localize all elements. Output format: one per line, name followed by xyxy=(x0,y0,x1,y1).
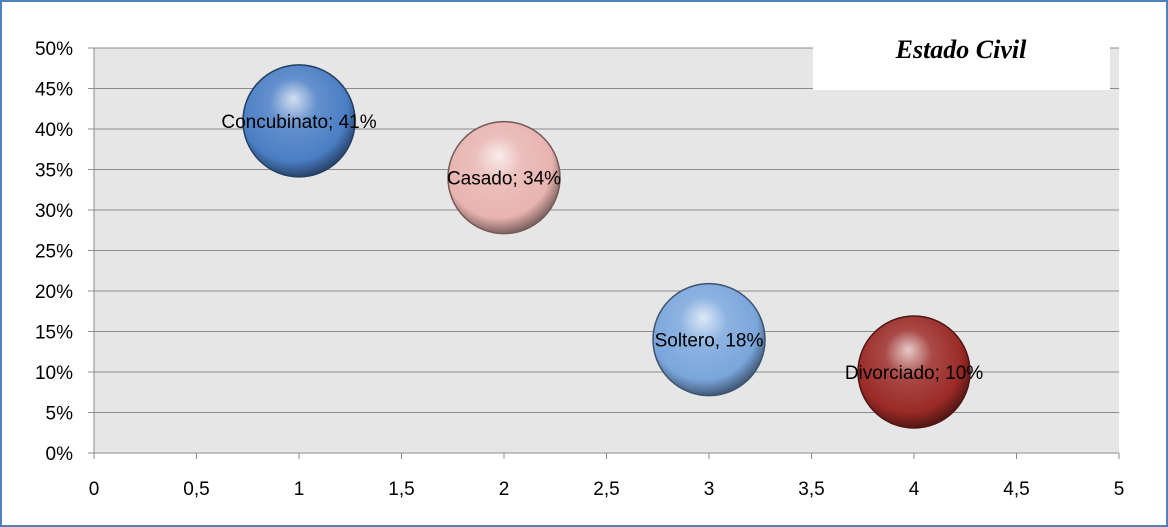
y-tick-label: 35% xyxy=(35,161,73,182)
x-tick-label: 4 xyxy=(909,479,920,500)
y-tick-label: 0% xyxy=(46,444,74,465)
chart-title: Estado Civil xyxy=(895,35,1028,64)
bubbles xyxy=(242,64,971,429)
y-tick-label: 15% xyxy=(35,323,73,344)
y-tick-label: 20% xyxy=(35,282,73,303)
y-tick-label: 50% xyxy=(35,39,73,60)
x-tick-label: 2,5 xyxy=(593,479,619,500)
data-label: Casado; 34% xyxy=(447,169,561,190)
y-tick-label: 40% xyxy=(35,120,73,141)
y-tick-labels: 0% 5% 10% 15% 20% 25% 30% 35% 40% 45% 50% xyxy=(35,39,73,465)
data-label: Soltero, 18% xyxy=(655,331,764,352)
bubble-point xyxy=(447,120,561,235)
chart-title-box xyxy=(813,17,1110,90)
x-tick-label: 3,5 xyxy=(798,479,824,500)
x-tick-label: 3 xyxy=(704,479,715,500)
y-tick-label: 45% xyxy=(35,80,73,101)
data-label: Concubinato; 41% xyxy=(221,112,376,133)
x-tick-label: 0,5 xyxy=(183,479,209,500)
y-tick-label: 30% xyxy=(35,201,73,222)
y-tick-label: 25% xyxy=(35,242,73,263)
y-tick-label: 5% xyxy=(46,404,74,425)
bubble-point xyxy=(652,282,766,397)
x-tick-labels: 0 0,5 1 1,5 2 2,5 3 3,5 4 4,5 5 xyxy=(89,479,1125,500)
bubble-point xyxy=(242,64,356,178)
axes xyxy=(93,48,1120,459)
x-tick-label: 0 xyxy=(89,479,100,500)
x-tick-label: 4,5 xyxy=(1003,479,1029,500)
bubble-point xyxy=(857,315,971,429)
data-labels: Concubinato; 41% Casado; 34% Soltero, 18% D… xyxy=(221,112,983,384)
x-tick-label: 1,5 xyxy=(388,479,414,500)
data-label: Divorciado; 10% xyxy=(845,363,983,384)
x-tick-label: 1 xyxy=(294,479,305,500)
x-tick-label: 5 xyxy=(1114,479,1125,500)
x-tick-label: 2 xyxy=(499,479,510,500)
y-tick-label: 10% xyxy=(35,363,73,384)
